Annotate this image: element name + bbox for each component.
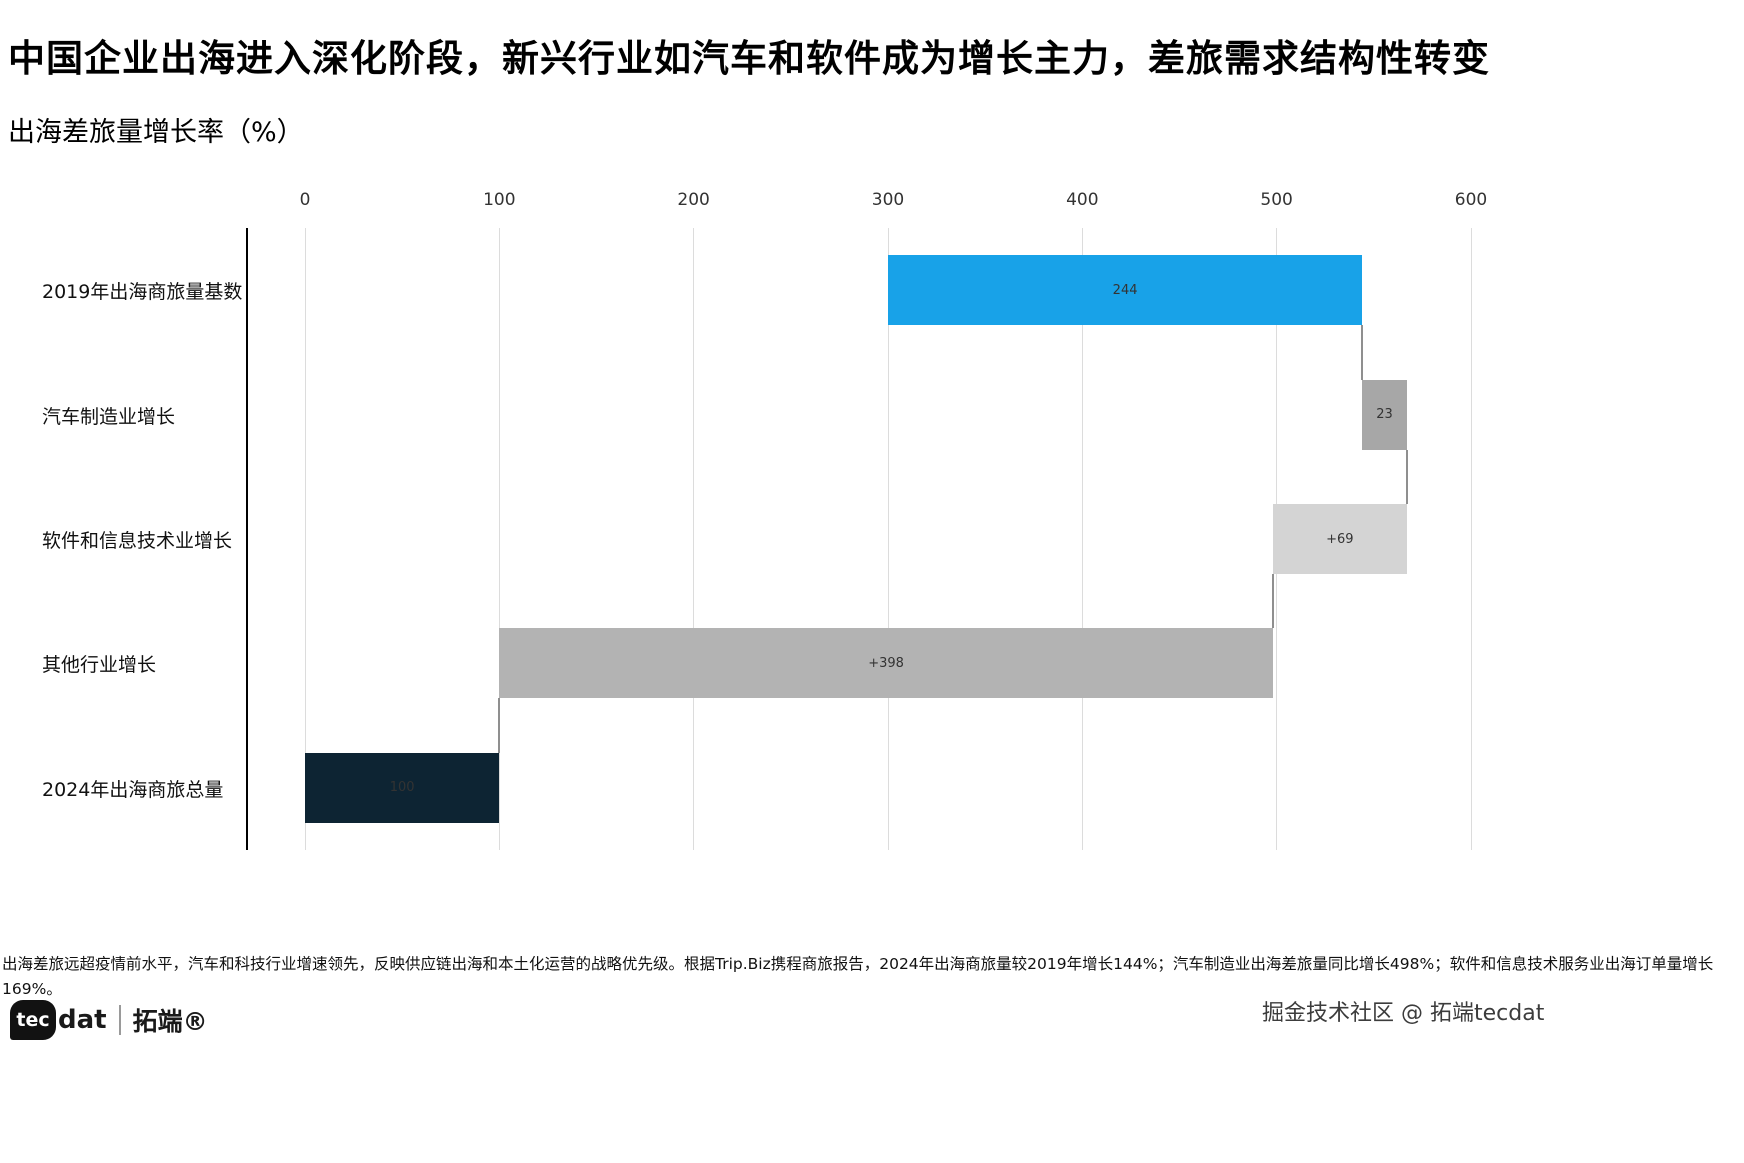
x-gridline — [498, 228, 500, 850]
waterfall-bar: 100 — [305, 752, 500, 823]
bar-value-label: 23 — [1376, 407, 1393, 423]
category-label: 2024年出海商旅总量 — [42, 778, 224, 801]
tecdat-logo: tec dat 拓端® — [10, 1000, 208, 1040]
footnote-line-2: 169%。 — [2, 980, 62, 998]
waterfall-connector — [1361, 325, 1364, 380]
logo-brand-cn: 拓端® — [132, 1007, 208, 1036]
x-axis-tick-label: 300 — [871, 190, 905, 210]
watermark: 掘金技术社区 @ 拓端tecdat — [1262, 1001, 1545, 1026]
waterfall-bar: +398 — [499, 628, 1273, 699]
logo-speech-bubble-icon: tec — [10, 1000, 56, 1040]
y-axis-line — [246, 228, 248, 850]
x-gridline — [693, 228, 695, 850]
footnote-line-1: 出海差旅远超疫情前水平，汽车和科技行业增速领先，反映供应链出海和本土化运营的战略… — [2, 955, 1714, 973]
x-gridline — [1470, 228, 1472, 850]
footnote: 出海差旅远超疫情前水平，汽车和科技行业增速领先，反映供应链出海和本土化运营的战略… — [2, 952, 1744, 1002]
category-label: 其他行业增长 — [42, 654, 157, 677]
bar-value-label: +69 — [1326, 531, 1354, 547]
x-gridline — [887, 228, 889, 850]
category-label: 汽车制造业增长 — [42, 405, 176, 428]
logo-divider — [118, 1005, 121, 1035]
bar-value-label: 100 — [389, 780, 415, 796]
waterfall-bar: 23 — [1362, 379, 1407, 450]
x-gridline — [1081, 228, 1083, 850]
logo-text-tec: tec — [16, 1009, 50, 1031]
category-label: 软件和信息技术业增长 — [42, 530, 233, 552]
x-axis-tick-label: 400 — [1066, 190, 1099, 210]
x-axis-tick-label: 600 — [1454, 190, 1488, 210]
x-axis-tick-label: 100 — [483, 190, 516, 210]
waterfall-bar: +69 — [1272, 504, 1407, 574]
chart-title: 中国企业出海进入深化阶段，新兴行业如汽车和软件成为增长主力，差旅需求结构性转变 — [8, 37, 1490, 80]
waterfall-connector — [1271, 574, 1274, 629]
waterfall-connector — [1405, 449, 1408, 504]
x-gridline — [304, 228, 306, 850]
logo-text-dat: dat — [58, 1005, 107, 1035]
bar-value-label: +398 — [868, 655, 904, 671]
category-label: 2019年出海商旅量基数 — [42, 281, 243, 304]
x-axis-tick-label: 200 — [677, 190, 710, 210]
waterfall-bar: 244 — [888, 255, 1363, 326]
waterfall-connector — [498, 698, 501, 753]
bar-value-label: 244 — [1112, 282, 1138, 298]
chart-subtitle: 出海差旅量增长率（%） — [8, 117, 304, 148]
x-axis-tick-label: 500 — [1260, 190, 1293, 210]
x-axis-tick-label: 0 — [299, 190, 311, 210]
